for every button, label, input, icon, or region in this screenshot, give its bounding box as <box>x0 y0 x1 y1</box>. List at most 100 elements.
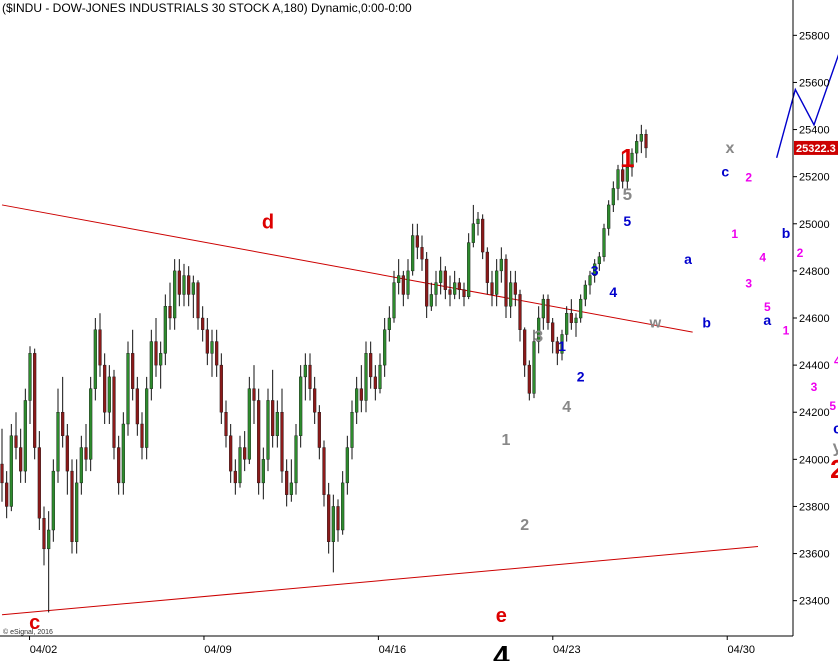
candle-body <box>257 400 261 484</box>
candle-body <box>621 169 625 182</box>
candle-body <box>597 256 601 265</box>
candle-body <box>89 388 93 460</box>
wave-label: 4 <box>834 354 838 368</box>
candle-body <box>453 282 457 295</box>
candle-body <box>37 447 41 519</box>
y-tick-label: 25200 <box>799 172 830 184</box>
candle-body <box>285 470 289 495</box>
y-tick-label: 23400 <box>799 596 830 608</box>
candle-body <box>107 376 111 413</box>
candle-body <box>299 376 303 436</box>
wave-label: y <box>833 437 838 456</box>
candle-body <box>359 388 363 401</box>
candle-body <box>168 306 172 319</box>
wave-label: 5 <box>764 300 771 314</box>
candle-body <box>238 447 242 484</box>
candle-body <box>210 341 214 354</box>
wave-label: 5 <box>829 399 836 413</box>
candle-body <box>229 435 233 472</box>
candle-body <box>224 412 228 436</box>
candle-body <box>140 423 144 448</box>
candle-body <box>439 270 443 283</box>
y-tick-label: 24200 <box>799 407 830 419</box>
wave-label-layer: cde412312434551wabxc21b2435a11435cy22345… <box>29 140 838 661</box>
candle-body <box>523 329 527 366</box>
candle-body <box>616 169 620 189</box>
candle-body <box>51 470 55 531</box>
candle-body <box>518 294 522 330</box>
wave-label: 1 <box>502 432 511 449</box>
candle-body <box>607 204 611 229</box>
wave-label: b <box>782 225 791 241</box>
candle-body <box>425 258 429 307</box>
candle-body <box>308 364 312 389</box>
candle-body <box>215 341 219 366</box>
candle-body <box>513 282 517 295</box>
candle-body <box>9 435 13 507</box>
candle-body <box>644 134 648 149</box>
candle-body <box>317 412 321 448</box>
candle-body <box>490 282 494 295</box>
candle-body <box>509 282 513 307</box>
candle-body <box>467 242 471 297</box>
candle-body <box>504 258 508 307</box>
candle-body <box>569 313 573 323</box>
y-tick-label: 23800 <box>799 501 830 513</box>
candle-body <box>93 329 97 389</box>
candle-body <box>345 447 349 484</box>
candle-body <box>583 284 587 300</box>
candle-body <box>546 298 550 323</box>
candle-body <box>187 275 191 295</box>
y-tick-label: 24800 <box>799 266 830 278</box>
candle-body <box>19 447 23 472</box>
candle-body <box>411 235 415 272</box>
candle-body <box>574 317 578 323</box>
candle-body <box>420 247 424 260</box>
candle-body <box>177 270 181 295</box>
candle-body <box>79 447 83 484</box>
wave-label: d <box>262 211 274 233</box>
candle-body <box>112 376 116 448</box>
wave-label: x <box>726 140 735 157</box>
wave-label: 3 <box>745 276 752 290</box>
candle-body <box>182 275 186 295</box>
candle-body <box>448 289 452 295</box>
candle-body <box>378 364 382 389</box>
projection-path <box>775 54 838 159</box>
wave-label: c <box>29 612 40 634</box>
wave-label: 3 <box>591 263 599 279</box>
lower-trendline <box>1 545 759 616</box>
y-tick-label: 25600 <box>799 77 830 89</box>
candle-body <box>14 435 18 448</box>
wave-label: 4 <box>759 250 766 264</box>
candle-body <box>154 341 158 366</box>
wave-label: w <box>648 314 661 331</box>
candle-body <box>303 364 307 378</box>
x-tick-label: 04/02 <box>30 644 58 656</box>
candle-body <box>551 322 555 342</box>
wave-label: 3 <box>811 380 818 394</box>
candle-body <box>387 317 391 330</box>
candle-body <box>355 388 359 413</box>
wave-label: 2 <box>745 170 752 184</box>
last-price-label: 25322.3 <box>796 143 836 155</box>
wave-label: 4 <box>562 399 571 416</box>
candle-body <box>47 529 51 550</box>
candle-body <box>532 341 536 394</box>
wave-label: 5 <box>623 185 632 204</box>
candle-body <box>611 188 615 206</box>
candle-body <box>625 167 629 182</box>
wave-label: 2 <box>830 454 838 484</box>
trendline-layer <box>1 204 759 616</box>
candle-body <box>219 364 223 413</box>
wave-label: 1 <box>731 227 738 241</box>
wave-label: 2 <box>520 517 529 534</box>
candle-body <box>135 388 139 425</box>
candle-body <box>103 364 107 413</box>
projection-layer <box>775 54 838 159</box>
candle-body <box>434 282 438 295</box>
upper-trendline <box>1 204 693 333</box>
candle-body <box>163 306 167 354</box>
candle-body <box>33 353 37 448</box>
